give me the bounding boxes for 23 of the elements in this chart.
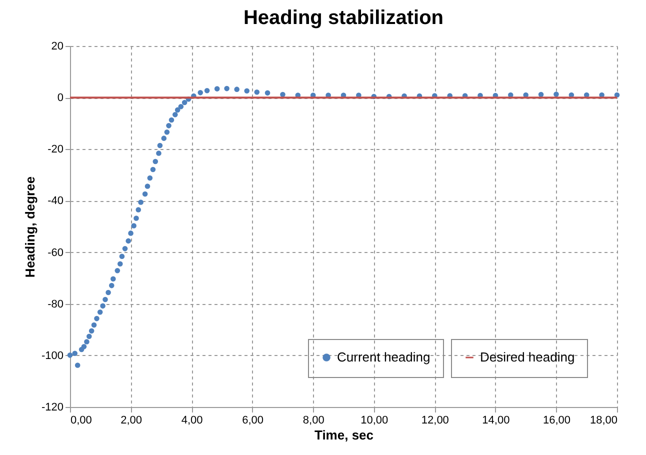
y-tick-label: -100	[41, 350, 64, 362]
x-tick-label: 12,00	[421, 414, 449, 426]
y-tick-label: -80	[48, 298, 64, 310]
y-tick-label: 0	[57, 92, 64, 104]
y-tick-label: -20	[48, 144, 64, 156]
x-tick-label: 4,00	[181, 414, 203, 426]
x-tick-label: 14,00	[482, 414, 510, 426]
legend-label: Desired heading	[480, 350, 575, 364]
y-axis-title: Heading, degree	[22, 176, 38, 278]
x-tick-label: 2,00	[120, 414, 142, 426]
y-tick-label: 20	[51, 40, 64, 52]
x-axis-title: Time, sec	[314, 428, 374, 442]
x-tick-label: 18,00	[590, 414, 618, 426]
x-tick-label: 0,00	[70, 414, 92, 426]
legend-label: Current heading	[337, 350, 430, 364]
y-tick-label: -60	[48, 246, 64, 259]
x-tick-label: 16,00	[542, 414, 570, 426]
x-tick-label: 10,00	[360, 414, 388, 426]
x-tick-label: 8,00	[302, 414, 324, 426]
x-tick-label: 6,00	[242, 414, 264, 426]
y-tick-label: -40	[48, 195, 64, 208]
y-tick-label: -120	[41, 402, 64, 414]
chart-title: Heading stabilization	[243, 7, 444, 29]
